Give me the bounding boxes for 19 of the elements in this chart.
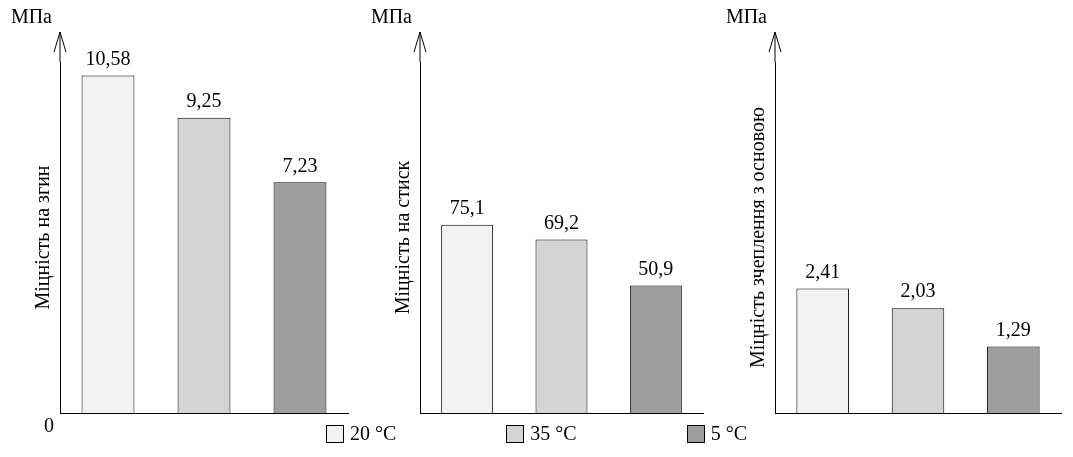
data-label: 75,1 — [449, 195, 485, 218]
text: 5 °C — [710, 422, 748, 445]
data-label: 10,58 — [85, 46, 131, 69]
data-label: 7,23 — [282, 153, 318, 176]
y-axis-title: Міцність зчеплення з основою — [746, 107, 770, 368]
text: МПа — [10, 5, 53, 28]
text: 35 °C — [530, 422, 577, 445]
text: МПа — [725, 5, 768, 28]
y-axis-title: Міцність на згин — [31, 165, 55, 310]
data-label: 2,41 — [805, 259, 841, 282]
data-label: 9,25 — [186, 89, 222, 112]
y-axis-title: Міцність на стиск — [391, 160, 415, 315]
data-label: 50,9 — [638, 256, 674, 279]
data-label: 69,2 — [544, 210, 579, 233]
text: МПа — [370, 5, 413, 28]
text: 0 — [44, 414, 54, 437]
data-label: 2,03 — [900, 279, 936, 302]
text: 20 °C — [349, 422, 397, 445]
data-label: 1,29 — [995, 317, 1031, 340]
